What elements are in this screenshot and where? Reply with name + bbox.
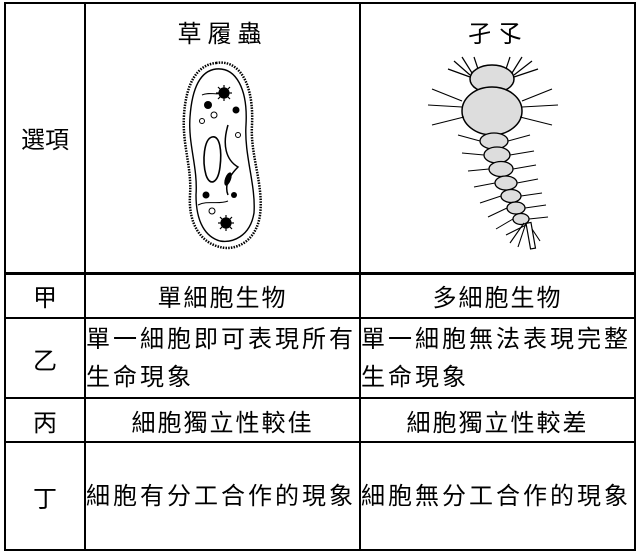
mosquito-larva-cell: 細胞無分工合作的現象 [359, 441, 636, 551]
options-header-cell: 選項 [4, 2, 86, 274]
table-row: 甲 單細胞生物 多細胞生物 [4, 271, 636, 319]
mosquito-larva-header-cell: 孑孓 [359, 2, 636, 274]
paramecium-title: 草履蟲 [177, 20, 268, 48]
header-row: 選項 草履蟲 [4, 2, 636, 274]
row-label: 丙 [4, 397, 86, 443]
mosquito-larva-cell: 細胞獨立性較差 [359, 397, 636, 443]
paramecium-cell: 單一細胞即可表現所有生命現象 [84, 317, 361, 399]
table-row: 丁 細胞有分工合作的現象 細胞無分工合作的現象 [4, 441, 636, 551]
mosquito-larva-cell: 單一細胞無法表現完整生命現象 [359, 317, 636, 399]
row-label: 乙 [4, 317, 86, 399]
paramecium-cell: 單細胞生物 [84, 271, 361, 319]
paramecium-cell: 細胞有分工合作的現象 [84, 441, 361, 551]
row-label: 丁 [4, 441, 86, 551]
row-label: 甲 [4, 271, 86, 319]
comparison-table: 選項 草履蟲 [4, 2, 636, 551]
paramecium-header-cell: 草履蟲 [84, 2, 361, 274]
mosquito-larva-illustration [427, 56, 558, 250]
paramecium-cell: 細胞獨立性較佳 [84, 397, 361, 443]
mosquito-larva-cell: 多細胞生物 [359, 271, 636, 319]
mosquito-larva-title: 孑孓 [467, 20, 528, 48]
table-row: 乙 單一細胞即可表現所有生命現象 單一細胞無法表現完整生命現象 [4, 317, 636, 399]
paramecium-illustration [181, 61, 262, 250]
table-row: 丙 細胞獨立性較佳 細胞獨立性較差 [4, 397, 636, 443]
